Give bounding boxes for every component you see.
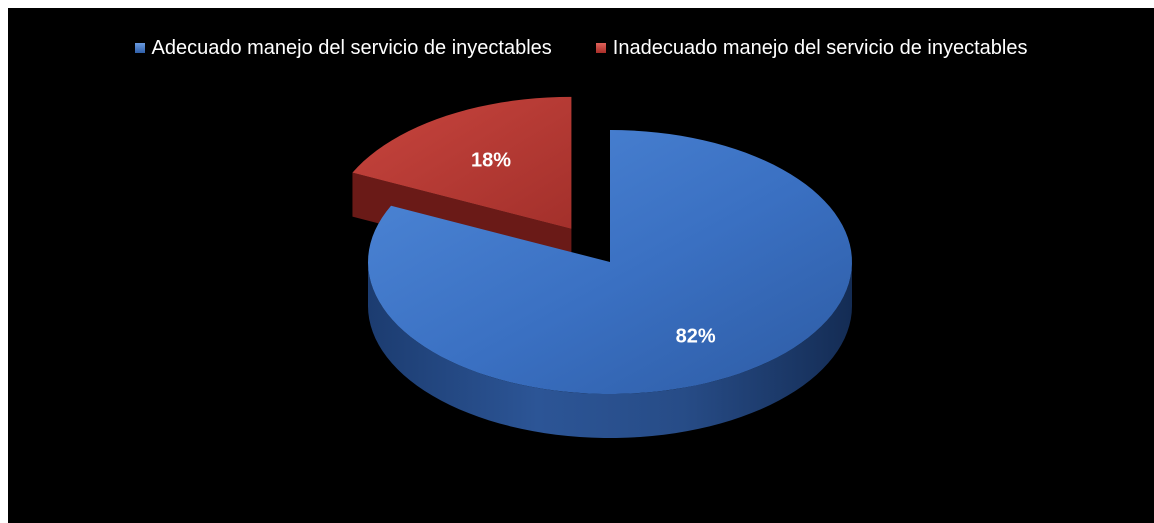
pie-chart: 18% 82% xyxy=(352,96,852,438)
chart-legend: Adecuado manejo del servicio de inyectab… xyxy=(8,36,1154,60)
pie-slice-adecuado xyxy=(368,130,852,438)
data-label-adecuado: 82% xyxy=(676,326,716,348)
pie-slice-adecuado-top xyxy=(368,130,852,394)
legend-item-adecuado: Adecuado manejo del servicio de inyectab… xyxy=(134,36,552,60)
legend-label-inadecuado: Inadecuado manejo del servicio de inyect… xyxy=(612,37,1028,59)
legend-item-inadecuado: Inadecuado manejo del servicio de inyect… xyxy=(595,36,1028,60)
legend-swatch-blue xyxy=(134,43,145,53)
legend-swatch-red xyxy=(595,43,606,53)
data-label-inadecuado: 18% xyxy=(471,150,511,172)
pie-slice-inadecuado-top xyxy=(352,96,572,229)
legend-label-adecuado: Adecuado manejo del servicio de inyectab… xyxy=(151,37,552,59)
chart-area: Adecuado manejo del servicio de inyectab… xyxy=(8,8,1154,523)
pie-slice-adecuado-side xyxy=(368,262,852,438)
